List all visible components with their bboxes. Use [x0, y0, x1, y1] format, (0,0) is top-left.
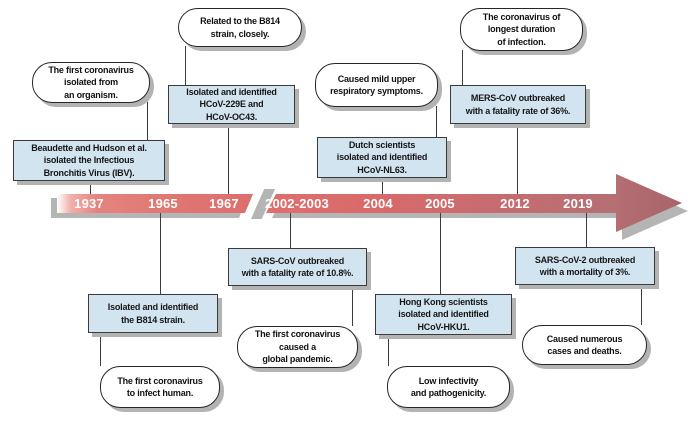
timeline-band-segment-left	[57, 194, 253, 213]
event-box-sars2-2019: SARS-CoV-2 outbreaked with a mortality o…	[515, 247, 655, 285]
connector-line	[641, 284, 642, 325]
connector-line	[185, 46, 186, 86]
connector-line	[228, 123, 229, 194]
connector-line	[462, 50, 463, 86]
note-bubble-numerous-cases: Caused numerous cases and deaths.	[522, 325, 647, 365]
event-box-mers-2012: MERS-CoV outbreaked with a fatality rate…	[450, 85, 586, 124]
year-label-2002-2003: 2002-2003	[265, 196, 329, 211]
note-bubble-global-pandemic: The first coronavirus caused a global pa…	[237, 326, 358, 368]
connector-line	[160, 213, 161, 295]
event-box-b814-1965: Isolated and identified the B814 strain.	[88, 294, 218, 333]
connector-line	[352, 285, 353, 326]
event-box-hcov229e-1967: Isolated and identified HCoV-229E and HC…	[168, 85, 295, 124]
connector-line	[440, 213, 441, 295]
year-label-2005: 2005	[425, 196, 455, 211]
connector-line	[100, 332, 101, 366]
note-bubble-organism: The first coronavirus isolated from an o…	[32, 62, 150, 103]
note-bubble-related-b814: Related to the B814 strain, closely.	[178, 8, 302, 47]
year-label-1937: 1937	[74, 196, 104, 211]
connector-line	[90, 180, 91, 194]
connector-line	[388, 333, 389, 366]
connector-line	[586, 213, 587, 248]
year-label-1965: 1965	[148, 196, 178, 211]
note-bubble-low-infectivity: Low infectivity and pathogenicity.	[387, 366, 510, 408]
year-label-1967: 1967	[209, 196, 239, 211]
connector-line	[147, 102, 148, 141]
connector-line	[382, 177, 383, 194]
note-bubble-longest-duration: The coronavirus of longest duration of i…	[460, 8, 583, 51]
event-box-sars-2002: SARS-CoV outbreaked with a fatality rate…	[228, 248, 367, 286]
event-box-ibv-1937: Beaudette and Hudson et al. isolated the…	[13, 140, 165, 181]
connector-line	[290, 213, 291, 249]
event-box-nl63-2004: Dutch scientists isolated and identified…	[317, 137, 447, 178]
year-label-2004: 2004	[363, 196, 393, 211]
note-bubble-mild-symptoms: Caused mild upper respiratory symptoms.	[315, 63, 438, 107]
note-bubble-infect-human: The first coronavirus to infect human.	[100, 366, 220, 408]
event-box-hku1-2005: Hong Kong scientists isolated and identi…	[375, 294, 512, 335]
connector-line	[517, 123, 518, 194]
timeline-band-segment-right	[266, 194, 617, 213]
year-label-2019: 2019	[563, 196, 593, 211]
connector-line	[436, 106, 437, 138]
year-label-2012: 2012	[500, 196, 530, 211]
